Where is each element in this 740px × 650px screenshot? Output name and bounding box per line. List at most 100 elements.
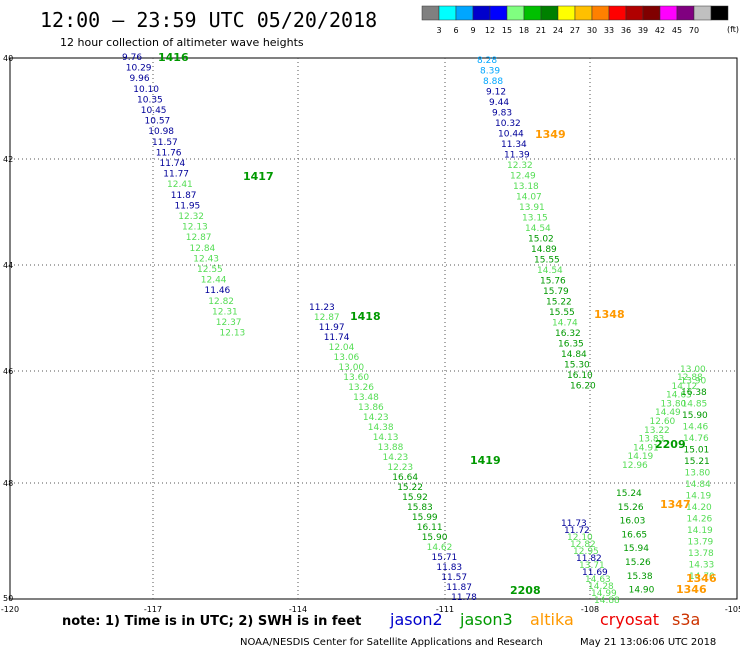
colorbar-swatch [676, 5, 695, 21]
wave-height-value: 16.64 [392, 473, 418, 483]
wave-height-value: 12.23 [387, 463, 413, 473]
pass-time-label: 1348 [594, 308, 625, 321]
wave-height-value: 13.90 [681, 377, 707, 387]
wave-height-value: 9.12 [486, 88, 506, 98]
colorbar-swatch [523, 5, 542, 21]
wave-height-value: 16.03 [620, 517, 646, 527]
latitude-label: 44 [3, 261, 13, 270]
wave-height-value: 11.57 [441, 573, 467, 583]
colorbar-tick-label: 45 [672, 26, 682, 35]
colorbar-tick-label: 42 [655, 26, 665, 35]
wave-height-value: 10.57 [145, 117, 171, 127]
wave-height-value: 13.00 [338, 363, 364, 373]
wave-height-value: 12.10 [567, 533, 593, 543]
wave-height-value: 14.26 [687, 515, 713, 525]
wave-height-value: 11.39 [504, 151, 530, 161]
track-1418: 11.2312.8711.9711.7412.0413.0613.0013.60… [309, 303, 477, 603]
latitude-label: 50 [3, 594, 13, 603]
wave-height-value: 14.13 [373, 433, 399, 443]
colorbar-swatch [574, 5, 593, 21]
wave-height-value: 16.32 [555, 329, 581, 339]
wave-height-value: 14.99 [591, 589, 617, 599]
wave-height-value: 12.44 [201, 276, 227, 286]
wave-height-value: 9.96 [130, 74, 150, 84]
wave-height-value: 15.21 [684, 457, 710, 467]
wave-height-value: 14.91 [633, 443, 659, 453]
legend-item-cryosat: cryosat [600, 610, 659, 629]
wave-height-value: 12.32 [178, 212, 204, 222]
colorbar-swatch [472, 5, 491, 21]
wave-height-value: 12.88 [677, 373, 703, 383]
wave-height-value: 8.39 [480, 67, 500, 77]
wave-height-value: 15.24 [616, 489, 642, 499]
wave-height-value: 10.29 [126, 64, 152, 74]
track-1348-1347: 15.24 15.26 16.03 16.65 15.94 15.26 15.38 14.90… [594, 308, 655, 596]
wave-height-value: 11.46 [205, 286, 231, 296]
wave-height-value: 11.34 [501, 140, 527, 150]
wave-height-value: 9.83 [492, 109, 512, 119]
wave-height-value: 15.94 [623, 544, 649, 554]
wave-height-value: 12.55 [197, 265, 223, 275]
colorbar-tick-label: 36 [621, 26, 631, 35]
wave-height-value: 13.80 [661, 399, 687, 409]
wave-height-value: 14.88 [594, 596, 620, 606]
wave-height-value: 13.15 [522, 214, 548, 224]
wave-height-value: 13.88 [378, 443, 404, 453]
wave-height-value: 12.87 [186, 233, 212, 243]
wave-height-value: 12.13 [182, 223, 208, 233]
wave-height-value: 13.22 [644, 426, 670, 436]
colorbar-unit: (ft) [727, 25, 739, 34]
wave-height-value: 11.83 [436, 563, 462, 573]
footer-timestamp: May 21 13:06:06 UTC 2018 [580, 637, 716, 648]
note-text: note: 1) Time is in UTC; 2) SWH is in fe… [62, 614, 361, 629]
wave-height-value: 11.74 [160, 159, 186, 169]
wave-height-value: 15.90 [422, 533, 448, 543]
wave-height-value: 11.77 [163, 170, 189, 180]
wave-height-value: 15.55 [549, 308, 575, 318]
wave-height-value: 10.32 [495, 119, 521, 129]
pass-time-label: 1418 [350, 310, 381, 323]
colorbar-tick-label: 70 [689, 26, 699, 35]
colorbar-tick-label: 3 [436, 26, 441, 35]
legend-item-s3a: s3a [672, 610, 700, 629]
satellite-tracks: 9.7610.299.9610.1010.3510.4510.5710.9811… [122, 51, 717, 606]
wave-height-value: 12.87 [314, 313, 340, 323]
wave-height-value: 16.11 [417, 523, 443, 533]
legend-item-jason3: jason3 [459, 610, 513, 629]
wave-height-value: 15.92 [402, 493, 428, 503]
pass-time-label: 1347 [660, 498, 691, 511]
longitude-label: -114 [289, 605, 307, 614]
wave-height-value: 12.13 [220, 329, 246, 339]
wave-height-value: 15.79 [543, 287, 569, 297]
colorbar-tick-label: 21 [536, 26, 546, 35]
wave-height-value: 13.60 [343, 373, 369, 383]
wave-height-value: 14.63 [585, 575, 611, 585]
wave-height-value: 13.80 [685, 469, 711, 479]
pass-time-label: 1346 [686, 572, 717, 585]
longitude-label: -108 [581, 605, 599, 614]
track-2209: 12.8814.1214.6313.8014.4912.6013.2213.83… [622, 373, 703, 471]
longitude-label: -117 [144, 605, 162, 614]
wave-height-value: 10.98 [148, 127, 174, 137]
wave-height-value: 14.07 [516, 193, 542, 203]
track-1416: 9.7610.299.9610.1010.3510.4510.5710.9811… [122, 51, 245, 339]
wave-height-value: 12.37 [216, 318, 242, 328]
wave-height-value: 15.71 [432, 553, 458, 563]
latitude-label: 48 [3, 479, 13, 488]
wave-height-value: 11.72 [564, 526, 590, 536]
wave-height-value: 12.82 [570, 540, 596, 550]
colorbar-swatch [506, 5, 525, 21]
wave-height-value: 11.76 [156, 148, 182, 158]
pass-time-label: 1416 [158, 51, 189, 64]
colorbar-swatch [642, 5, 661, 21]
wave-height-value: 15.02 [528, 235, 554, 245]
wave-height-value: 13.48 [353, 393, 379, 403]
wave-height-value: 13.86 [358, 403, 384, 413]
wave-height-value: 12.95 [573, 547, 599, 557]
wave-height-value: 12.32 [507, 161, 533, 171]
latitude-label: 46 [3, 367, 13, 376]
pass-time-label: 2208 [510, 584, 541, 597]
wave-height-value: 12.84 [190, 244, 216, 254]
wave-height-value: 14.90 [629, 586, 655, 596]
colorbar-swatch [710, 5, 729, 21]
